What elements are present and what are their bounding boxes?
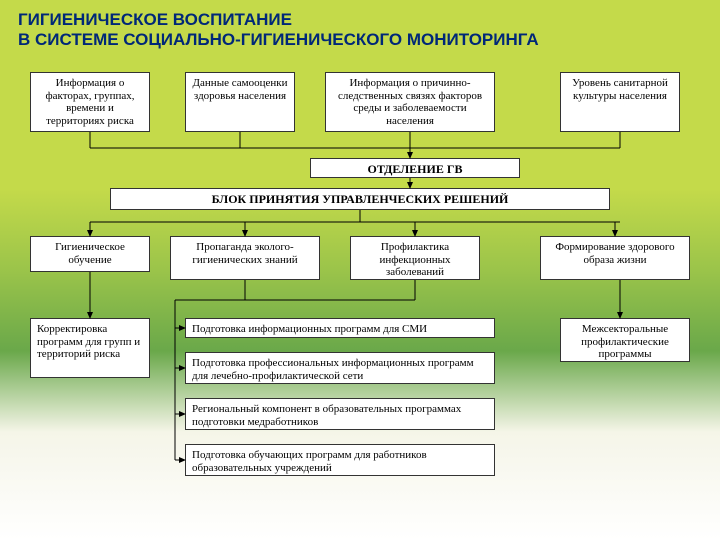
row3-left: Корректировка программ для групп и терри…: [30, 318, 150, 378]
mid-box2: БЛОК ПРИНЯТИЯ УПРАВЛЕНЧЕСКИХ РЕШЕНИЙ: [110, 188, 610, 210]
row2-box3: Профилактика инфекционных заболеваний: [350, 236, 480, 280]
row3-c3: Региональный компонент в образовательных…: [185, 398, 495, 430]
row3-c1: Подготовка информационных программ для С…: [185, 318, 495, 338]
mid-box1: ОТДЕЛЕНИЕ ГВ: [310, 158, 520, 178]
title-line1: ГИГИЕНИЧЕСКОЕ ВОСПИТАНИЕ: [18, 10, 292, 29]
row3-c2: Подготовка профессиональных информационн…: [185, 352, 495, 384]
row2-box4: Формирование здорового образа жизни: [540, 236, 690, 280]
row1-box1: Информация о факторах, группах, времени …: [30, 72, 150, 132]
row2-box2: Пропаганда эколого-гигиенических знаний: [170, 236, 320, 280]
row1-box4: Уровень санитарной культуры населения: [560, 72, 680, 132]
row2-box1: Гигиеническое обучение: [30, 236, 150, 272]
row1-box3: Информация о причинно-следственных связя…: [325, 72, 495, 132]
row1-box2: Данные самооценки здоровья населения: [185, 72, 295, 132]
title-line2: В СИСТЕМЕ СОЦИАЛЬНО-ГИГИЕНИЧЕСКОГО МОНИТ…: [18, 30, 539, 49]
row3-c4: Подготовка обучающих программ для работн…: [185, 444, 495, 476]
page-title: ГИГИЕНИЧЕСКОЕ ВОСПИТАНИЕ В СИСТЕМЕ СОЦИА…: [18, 10, 698, 51]
row3-right: Межсекторальные профилактические програм…: [560, 318, 690, 362]
